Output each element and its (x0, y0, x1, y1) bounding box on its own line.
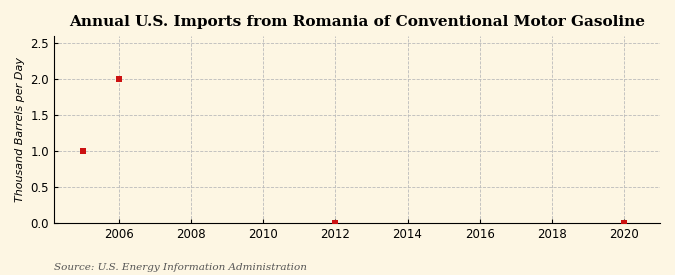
Y-axis label: Thousand Barrels per Day: Thousand Barrels per Day (15, 57, 25, 202)
Title: Annual U.S. Imports from Romania of Conventional Motor Gasoline: Annual U.S. Imports from Romania of Conv… (69, 15, 645, 29)
Text: Source: U.S. Energy Information Administration: Source: U.S. Energy Information Administ… (54, 263, 307, 272)
